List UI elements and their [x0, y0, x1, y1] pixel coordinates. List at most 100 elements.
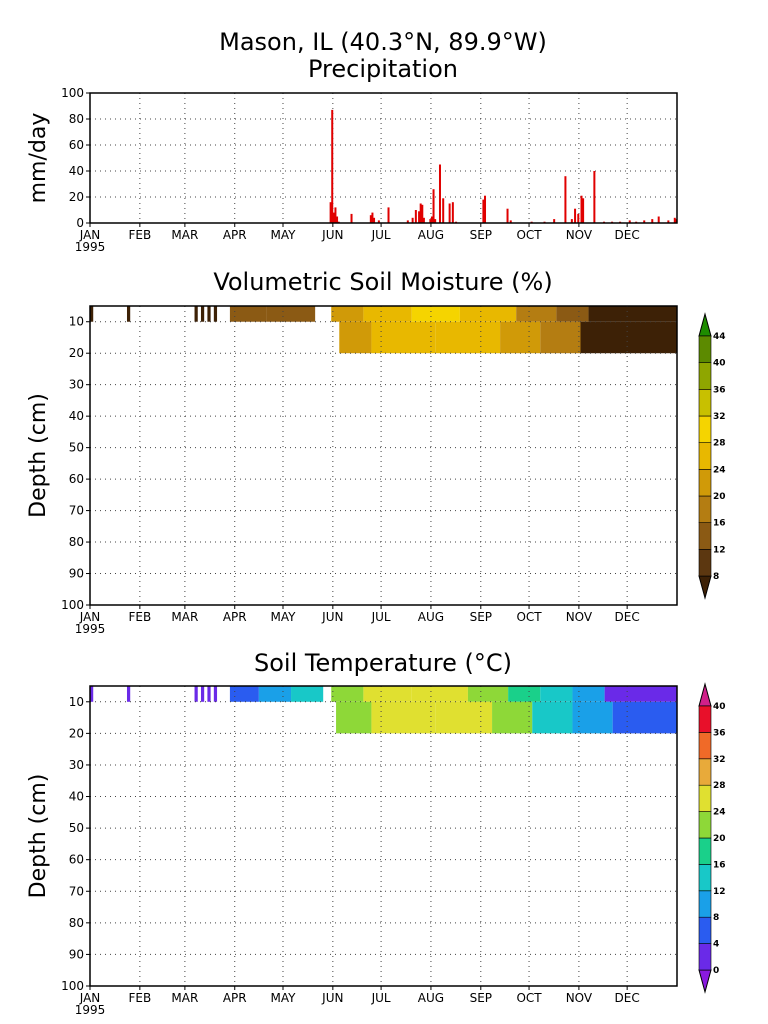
moisture-colorbar-label: 8 [713, 572, 719, 582]
moisture-month-label: FEB [128, 610, 151, 624]
precip-month-label: SEP [470, 228, 492, 242]
moisture-colorbar-label: 44 [713, 332, 726, 342]
moisture-tick-label: 80 [69, 535, 84, 549]
precipitation-panel: 0 20 40 60 80 100 JAN FEB MAR APR MAY JUN JUL AUG SEP O… [26, 86, 678, 254]
moisture-cell [363, 306, 412, 322]
moisture-month-label: DEC [615, 610, 640, 624]
moisture-month-label: AUG [418, 610, 444, 624]
temperature-cell [331, 686, 364, 702]
temperature-colorbar-label: 28 [713, 781, 726, 791]
moisture-cell [588, 306, 677, 322]
precip-bar [506, 208, 509, 223]
precip-month-label: MAR [171, 228, 198, 242]
precip-bar [418, 211, 421, 223]
moisture-colorbar-label: 12 [713, 545, 726, 555]
moisture-cell [516, 306, 557, 322]
precip-bar [430, 216, 433, 223]
temperature-colorbar-label: 12 [713, 887, 726, 897]
moisture-cell [459, 306, 517, 322]
precip-month-label: JUL [371, 228, 391, 242]
moisture-tick-label: 90 [69, 567, 84, 581]
moisture-ylabel: Depth (cm) [26, 393, 51, 518]
precip-tick-label: 20 [69, 190, 84, 204]
precip-bar [580, 195, 583, 223]
precip-bar [331, 109, 334, 223]
precip-bar [657, 216, 660, 223]
temperature-colorbar-swatch [698, 758, 712, 786]
temperature-month-label: JUN [321, 991, 343, 1005]
temperature-cell [572, 701, 613, 734]
temperature-colorbar-swatch [698, 705, 712, 733]
temperature-month-label: AUG [418, 991, 444, 1005]
moisture-cell [556, 306, 589, 322]
moisture-cell [200, 306, 205, 322]
moisture-year-label: 1995 [75, 622, 106, 636]
precip-tick-label: 0 [76, 216, 84, 230]
temperature-cell [213, 686, 218, 702]
moisture-tick-label: 30 [69, 378, 84, 392]
moisture-month-label: NOV [566, 610, 593, 624]
precip-bar [434, 219, 437, 223]
precip-title: Precipitation [308, 55, 458, 83]
temperature-colorbar-label: 20 [713, 834, 726, 844]
temperature-colorbar-label: 16 [713, 860, 726, 870]
temperature-cell [492, 701, 533, 734]
temperature-month-label: MAR [171, 991, 198, 1005]
precip-bar [371, 212, 374, 223]
temperature-colorbar-label: 32 [713, 755, 726, 765]
moisture-colorbar-swatch [698, 469, 712, 497]
temperature-month-label: APR [223, 991, 247, 1005]
station-title: Mason, IL (40.3°N, 89.9°W) [219, 28, 547, 56]
moisture-colorbar-bottom [698, 575, 712, 600]
moisture-colorbar-label: 28 [713, 439, 726, 449]
precip-frame [89, 92, 678, 224]
moisture-cell [500, 321, 541, 354]
moisture-month-label: JUL [371, 610, 391, 624]
temperature-cell [126, 686, 131, 702]
moisture-colorbar-swatch [698, 522, 712, 550]
moisture-cell [371, 321, 436, 354]
moisture-colorbar-swatch [698, 335, 712, 363]
precip-month-label: DEC [615, 228, 640, 242]
precip-month-label: MAY [271, 228, 297, 242]
temperature-tick-label: 70 [69, 884, 84, 898]
precip-month-label: FEB [128, 228, 151, 242]
temperature-tick-label: 60 [69, 853, 84, 867]
precip-bar [553, 219, 556, 223]
moisture-title: Volumetric Soil Moisture (%) [213, 268, 552, 296]
precip-bar [673, 217, 676, 223]
temperature-cell [604, 686, 677, 702]
temperature-colorbar-label: 0 [713, 966, 719, 976]
precip-tick-label: 40 [69, 164, 84, 178]
precip-month-label: JUN [321, 228, 343, 242]
precip-bar [667, 220, 670, 223]
temperature-tick-label: 100 [61, 979, 84, 993]
temperature-cell [207, 686, 211, 702]
temperature-tick-label: 10 [69, 695, 84, 709]
temperature-cell [291, 686, 324, 702]
moisture-colorbar-swatch [698, 442, 712, 470]
moisture-month-label: SEP [470, 610, 492, 624]
moisture-colorbar-label: 16 [713, 519, 726, 529]
precip-bar [593, 171, 596, 223]
precip-bar [419, 203, 422, 223]
temperature-month-label: OCT [516, 991, 542, 1005]
precip-bar [334, 207, 337, 223]
precip-bar [582, 198, 585, 223]
moisture-cell [580, 321, 677, 354]
precip-bar [482, 199, 485, 223]
moisture-tick-label: 50 [69, 441, 84, 455]
temperature-month-label: JUL [371, 991, 391, 1005]
temperature-tick-label: 20 [69, 726, 84, 740]
temperature-colorbar-swatch [698, 811, 712, 839]
moisture-cell [435, 321, 501, 354]
temperature-colorbar-swatch [698, 943, 712, 971]
precip-bar [373, 217, 376, 223]
temperature-cell [572, 686, 605, 702]
moisture-tick-label: 40 [69, 409, 84, 423]
precip-bar [564, 176, 567, 223]
precip-bar [336, 216, 339, 223]
temperature-month-label: SEP [470, 991, 492, 1005]
precip-tick-label: 100 [61, 86, 84, 100]
